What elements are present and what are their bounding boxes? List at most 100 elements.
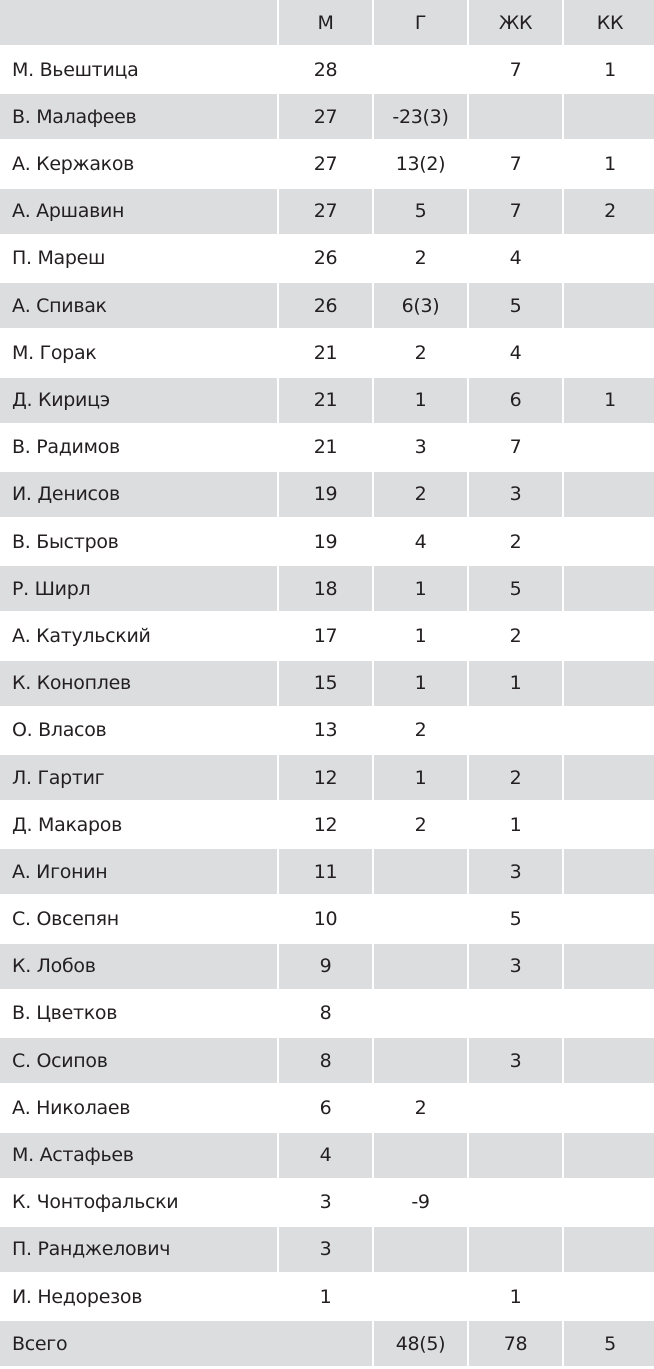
goals-cell: 3 (374, 424, 467, 470)
yellow-cards-cell: 7 (469, 141, 562, 187)
player-name: В. Малафеев (0, 94, 277, 140)
matches-cell: 4 (279, 1132, 372, 1178)
red-cards-cell (564, 566, 654, 612)
header-yellow-cards: ЖК (469, 0, 562, 45)
matches-cell: 27 (279, 94, 372, 140)
red-cards-cell (564, 943, 654, 989)
matches-cell: 19 (279, 519, 372, 565)
matches-cell: 6 (279, 1085, 372, 1131)
player-name: В. Цветков (0, 990, 277, 1036)
header-red-cards: КК (564, 0, 654, 45)
goals-cell: 13(2) (374, 141, 467, 187)
yellow-cards-cell (469, 1226, 562, 1272)
red-cards-cell (564, 330, 654, 376)
goals-cell (374, 849, 467, 895)
yellow-cards-cell: 3 (469, 849, 562, 895)
yellow-cards-cell: 5 (469, 283, 562, 329)
matches-cell: 28 (279, 47, 372, 93)
red-cards-cell (564, 896, 654, 942)
matches-cell: 27 (279, 188, 372, 234)
red-cards-cell (564, 471, 654, 517)
goals-cell: -9 (374, 1179, 467, 1225)
player-name: П. Ранджелович (0, 1226, 277, 1272)
yellow-cards-cell: 4 (469, 235, 562, 281)
goals-cell: 4 (374, 519, 467, 565)
red-cards-cell: 1 (564, 377, 654, 423)
player-name: А. Катульский (0, 613, 277, 659)
yellow-cards-cell: 7 (469, 188, 562, 234)
matches-cell: 26 (279, 283, 372, 329)
matches-cell: 18 (279, 566, 372, 612)
matches-cell: 1 (279, 1274, 372, 1320)
goals-cell: 2 (374, 471, 467, 517)
red-cards-cell (564, 1038, 654, 1084)
player-name: А. Николаев (0, 1085, 277, 1131)
header-name (0, 0, 277, 45)
matches-cell: 8 (279, 1038, 372, 1084)
goals-cell: 1 (374, 613, 467, 659)
goals-cell: 2 (374, 330, 467, 376)
red-cards-cell (564, 849, 654, 895)
matches-cell: 21 (279, 377, 372, 423)
player-name: Д. Макаров (0, 802, 277, 848)
red-cards-cell: 2 (564, 188, 654, 234)
player-name: К. Чонтофальски (0, 1179, 277, 1225)
yellow-cards-cell: 2 (469, 755, 562, 800)
matches-cell: 17 (279, 613, 372, 659)
player-name: Р. Ширл (0, 566, 277, 612)
matches-cell: 8 (279, 990, 372, 1036)
goals-cell: 1 (374, 566, 467, 612)
matches-cell: 15 (279, 660, 372, 706)
yellow-cards-cell: 5 (469, 566, 562, 612)
goals-cell (374, 1038, 467, 1084)
total-yellow-cards: 78 (469, 1321, 562, 1367)
goals-cell: 1 (374, 755, 467, 800)
yellow-cards-cell: 7 (469, 424, 562, 470)
player-name: И. Недорезов (0, 1274, 277, 1320)
yellow-cards-cell (469, 94, 562, 140)
total-label: Всего (0, 1321, 372, 1367)
goals-cell: 1 (374, 377, 467, 423)
yellow-cards-cell (469, 1179, 562, 1225)
yellow-cards-cell (469, 1132, 562, 1178)
player-name: Л. Гартиг (0, 755, 277, 800)
yellow-cards-cell (469, 990, 562, 1036)
matches-cell: 21 (279, 424, 372, 470)
red-cards-cell (564, 1179, 654, 1225)
red-cards-cell (564, 519, 654, 565)
player-name: О. Власов (0, 707, 277, 753)
matches-cell: 13 (279, 707, 372, 753)
red-cards-cell (564, 802, 654, 848)
yellow-cards-cell: 1 (469, 660, 562, 706)
red-cards-cell (564, 990, 654, 1036)
player-name: А. Кержаков (0, 141, 277, 187)
red-cards-cell (564, 235, 654, 281)
yellow-cards-cell: 5 (469, 896, 562, 942)
red-cards-cell (564, 755, 654, 800)
matches-cell: 3 (279, 1226, 372, 1272)
red-cards-cell (564, 424, 654, 470)
goals-cell: 2 (374, 235, 467, 281)
player-name: П. Мареш (0, 235, 277, 281)
goals-cell: 5 (374, 188, 467, 234)
yellow-cards-cell: 3 (469, 943, 562, 989)
matches-cell: 12 (279, 802, 372, 848)
red-cards-cell (564, 94, 654, 140)
goals-cell: 2 (374, 1085, 467, 1131)
yellow-cards-cell: 3 (469, 1038, 562, 1084)
yellow-cards-cell: 2 (469, 519, 562, 565)
player-name: А. Аршавин (0, 188, 277, 234)
header-goals: Г (374, 0, 467, 45)
red-cards-cell (564, 613, 654, 659)
player-name: С. Овсепян (0, 896, 277, 942)
header-matches: М (279, 0, 372, 45)
yellow-cards-cell: 6 (469, 377, 562, 423)
player-name: А. Игонин (0, 849, 277, 895)
yellow-cards-cell (469, 707, 562, 753)
red-cards-cell: 1 (564, 47, 654, 93)
goals-cell: 1 (374, 660, 467, 706)
matches-cell: 10 (279, 896, 372, 942)
yellow-cards-cell: 1 (469, 802, 562, 848)
matches-cell: 19 (279, 471, 372, 517)
